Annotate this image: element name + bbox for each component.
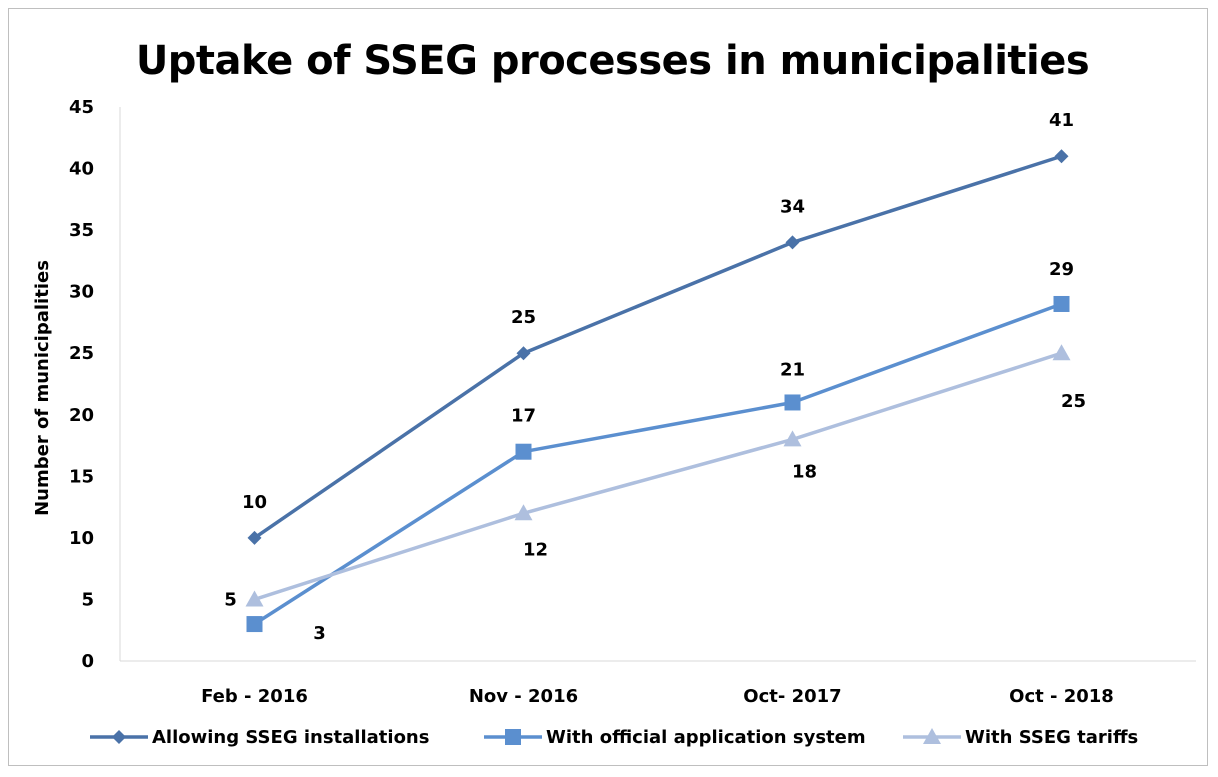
x-tick-label: Feb - 2016	[201, 686, 308, 707]
legend-marker	[112, 730, 126, 744]
y-tick-label: 5	[81, 589, 94, 610]
series-line	[253, 302, 1063, 626]
data-label: 5	[224, 589, 237, 610]
y-tick-label: 25	[69, 343, 94, 364]
data-label: 25	[511, 307, 536, 328]
x-tick-label: Nov - 2016	[469, 686, 578, 707]
data-point	[1052, 344, 1071, 361]
legend-marker	[923, 728, 941, 744]
y-tick-label: 20	[69, 405, 94, 426]
data-label: 12	[523, 539, 548, 560]
legend-marker	[505, 729, 521, 745]
y-tick-label: 45	[69, 97, 94, 118]
data-point	[514, 504, 533, 521]
data-point	[1054, 149, 1069, 164]
data-point	[246, 616, 263, 633]
data-label: 41	[1049, 110, 1074, 131]
series-line	[253, 351, 1063, 602]
chart-frame	[8, 8, 1208, 766]
data-point	[784, 394, 801, 411]
y-tick-label: 35	[69, 220, 94, 241]
data-label: 34	[780, 196, 805, 217]
y-tick-label: 30	[69, 282, 94, 303]
data-label: 25	[1061, 391, 1086, 412]
data-point	[245, 590, 264, 607]
chart-title: Uptake of SSEG processes in municipaliti…	[135, 38, 1090, 84]
data-point	[247, 530, 262, 545]
data-label: 21	[780, 359, 805, 380]
data-point	[1053, 295, 1070, 312]
legend-label: Allowing SSEG installations	[152, 727, 429, 748]
data-label: 17	[511, 406, 536, 427]
data-label: 3	[313, 623, 326, 644]
y-axis-label: Number of municipalities	[32, 260, 53, 516]
data-point	[515, 443, 532, 460]
legend-label: With SSEG tariffs	[965, 727, 1138, 748]
x-tick-label: Oct - 2018	[1009, 686, 1114, 707]
y-tick-label: 0	[81, 651, 94, 672]
x-tick-label: Oct- 2017	[743, 686, 841, 707]
legend-label: With official application system	[546, 727, 866, 748]
data-point	[516, 346, 531, 361]
y-tick-label: 10	[69, 528, 94, 549]
y-tick-label: 40	[69, 159, 94, 180]
data-point	[783, 430, 802, 447]
data-label: 29	[1049, 259, 1074, 280]
y-tick-label: 15	[69, 466, 94, 487]
series-line	[253, 154, 1063, 540]
data-label: 18	[792, 461, 817, 482]
data-label: 10	[242, 492, 267, 513]
data-point	[785, 235, 800, 250]
